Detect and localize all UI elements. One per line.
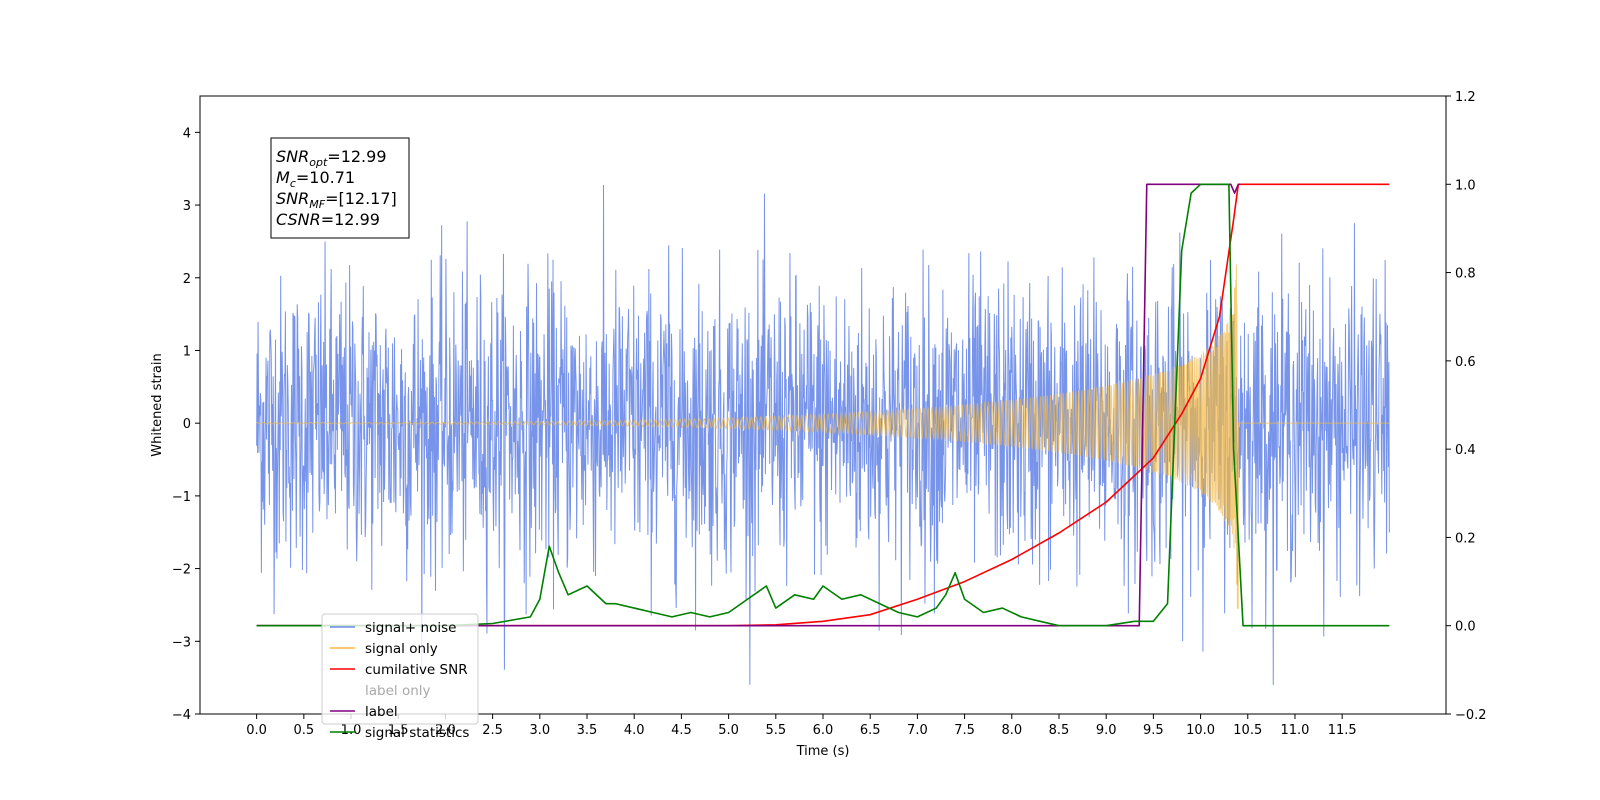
x-tick-label: 1.5 (388, 723, 409, 738)
annotation-frame (270, 137, 410, 239)
y-tick-label: 0 (183, 417, 191, 432)
x-tick-label: 6.5 (860, 723, 881, 738)
x-tick-label: 5.5 (765, 723, 786, 738)
x-tick-label: 7.0 (907, 723, 928, 738)
y-tick-label: −4 (172, 708, 191, 723)
x-tick-label: 8.0 (1001, 723, 1022, 738)
y-tick-label: −1 (172, 490, 191, 505)
legend-entry: label only (365, 683, 431, 699)
y-axis-right: −0.2 0.0 0.2 0.4 0.6 0.8 1.0 1.2 (1446, 90, 1487, 723)
x-axis-label: Time (s) (796, 744, 850, 759)
x-tick-label: 9.5 (1143, 723, 1164, 738)
legend-entry: signal only (365, 641, 438, 657)
annotation-line: SNRopt=12.99 (276, 147, 387, 169)
x-axis: 0.0 0.5 1.0 1.5 2.0 2.5 3.0 3.5 4.0 4.5 5.0 5.5 6.0 6… (246, 714, 1357, 738)
annotation-line: CSNR=12.99 (276, 210, 380, 229)
stats-annotation-box: SNRopt=12.99Mc=10.71SNRMF=[12.17]CSNR=12… (270, 137, 410, 239)
x-tick-label: 6.0 (813, 723, 834, 738)
y2-tick-label: −0.2 (1455, 708, 1487, 723)
y2-tick-label: 0.8 (1455, 267, 1476, 282)
x-tick-label: 10.0 (1186, 723, 1215, 738)
series-layer (256, 183, 1390, 685)
legend-entry: signal statistics (365, 725, 469, 741)
y2-tick-label: 0.2 (1455, 531, 1476, 546)
y2-tick-label: 0.0 (1455, 620, 1476, 635)
x-tick-label: 1.0 (341, 723, 362, 738)
x-tick-label: 11.5 (1328, 723, 1357, 738)
y-tick-label: 1 (183, 344, 191, 359)
y-tick-label: 3 (183, 199, 191, 214)
x-tick-label: 4.5 (671, 723, 692, 738)
plot-area (199, 95, 1447, 715)
y-axis-label: Whitened strain (150, 353, 165, 456)
x-tick-label: 5.0 (718, 723, 739, 738)
annotation-line: SNRMF=[12.17] (276, 189, 397, 211)
legend-entry: cumilative SNR (365, 662, 468, 678)
x-tick-label: 0.5 (293, 723, 314, 738)
series-signal-statistics (256, 183, 1390, 627)
series-signal-noise (256, 185, 1390, 685)
x-tick-label: 11.0 (1280, 723, 1309, 738)
x-tick-label: 7.5 (954, 723, 975, 738)
series-cumulative-snr (256, 183, 1390, 627)
x-tick-label: 8.5 (1049, 723, 1070, 738)
series-label (256, 183, 1241, 627)
x-tick-label: 10.5 (1233, 723, 1262, 738)
x-tick-label: 2.5 (482, 723, 503, 738)
x-tick-label: 4.0 (624, 723, 645, 738)
y2-tick-label: 0.4 (1455, 443, 1476, 458)
x-tick-label: 9.0 (1096, 723, 1117, 738)
legend: signal+ noise signal only cumilative SNR la… (321, 613, 479, 741)
y-tick-label: 2 (183, 272, 191, 287)
x-tick-label: 3.0 (529, 723, 550, 738)
y2-tick-label: 1.0 (1455, 178, 1476, 193)
y2-tick-label: 1.2 (1455, 90, 1476, 105)
annotation-line: Mc=10.71 (276, 168, 355, 190)
x-tick-label: 0.0 (246, 723, 267, 738)
y-tick-label: −2 (172, 563, 191, 578)
y-axis-left: −4 −3 −2 −1 0 1 2 3 4 (172, 126, 200, 723)
legend-frame (321, 613, 479, 725)
y2-tick-label: 0.6 (1455, 355, 1476, 370)
y-tick-label: −3 (172, 635, 191, 650)
x-tick-label: 3.5 (577, 723, 598, 738)
x-tick-label: 2.0 (435, 723, 456, 738)
series-signal-only (256, 264, 1390, 610)
y-tick-label: 4 (183, 126, 191, 141)
legend-entry: label (365, 704, 398, 720)
legend-entry: signal+ noise (365, 620, 456, 636)
